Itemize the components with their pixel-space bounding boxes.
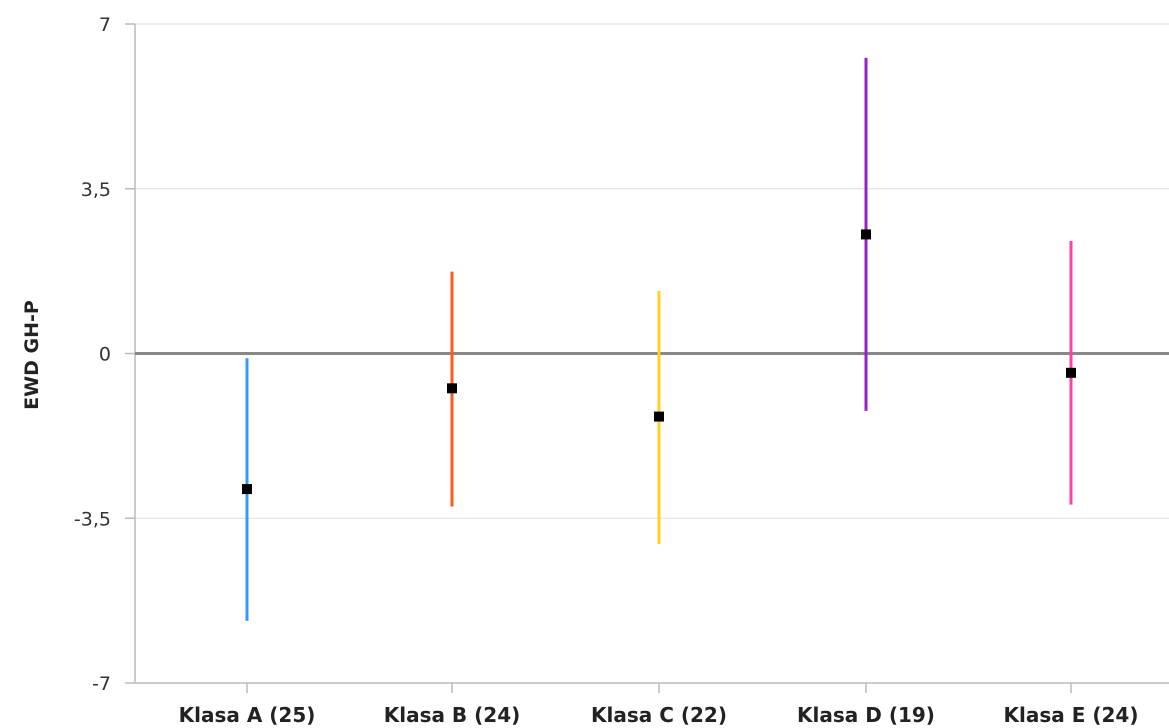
x-tick-label: Klasa A (25) <box>179 703 316 727</box>
x-axis-ticks: Klasa A (25) Klasa B (24) Klasa C (22) Klas… <box>179 683 1139 727</box>
y-axis-ticks: 7 3,5 0 -3,5 -7 <box>74 14 135 695</box>
y-tick-label: -3,5 <box>74 508 111 530</box>
error-bars <box>245 57 1073 621</box>
mean-marker <box>242 484 252 495</box>
grid-lines <box>135 23 1169 519</box>
x-tick-label: Klasa E (24) <box>1004 703 1139 727</box>
y-tick-label: -7 <box>92 673 111 695</box>
mean-marker <box>654 411 664 422</box>
mean-marker <box>447 383 457 394</box>
x-tick-label: Klasa B (24) <box>384 703 521 727</box>
x-tick-label: Klasa C (22) <box>591 703 727 727</box>
y-axis-title: EWD GH-P <box>21 300 43 410</box>
y-tick-label: 0 <box>99 344 111 366</box>
mean-markers <box>242 229 1076 495</box>
mean-marker <box>1066 367 1076 378</box>
mean-marker <box>861 229 871 240</box>
y-tick-label: 3,5 <box>81 179 111 201</box>
y-tick-label: 7 <box>99 14 111 36</box>
x-tick-label: Klasa D (19) <box>797 703 935 727</box>
